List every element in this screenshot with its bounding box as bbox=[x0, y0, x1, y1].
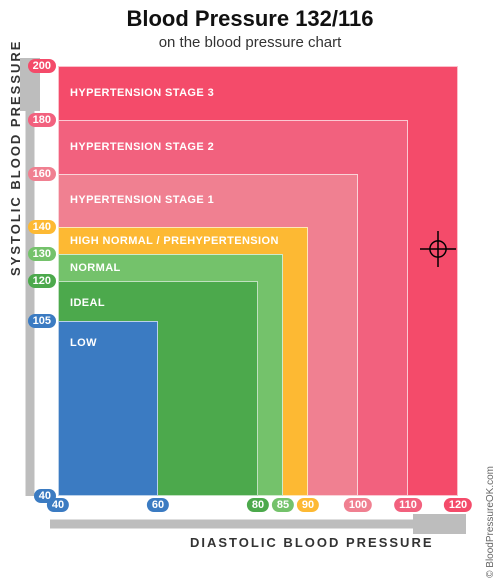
y-tick: 160 bbox=[28, 167, 56, 181]
zone-label: HYPERTENSION STAGE 2 bbox=[70, 141, 214, 153]
zone-label: HIGH NORMAL / PREHYPERTENSION bbox=[70, 235, 279, 247]
y-tick: 180 bbox=[28, 113, 56, 127]
zone-label: HYPERTENSION STAGE 1 bbox=[70, 194, 214, 206]
x-axis-arrow-icon bbox=[50, 514, 466, 534]
y-tick: 130 bbox=[28, 247, 56, 261]
x-tick: 110 bbox=[394, 498, 422, 512]
zone-label: NORMAL bbox=[70, 262, 121, 274]
bp-chart: HYPERTENSION STAGE 3 HYPERTENSION STAGE 2… bbox=[58, 66, 458, 496]
x-tick: 120 bbox=[444, 498, 472, 512]
x-axis-label: DIASTOLIC BLOOD PRESSURE bbox=[190, 535, 434, 550]
y-tick: 120 bbox=[28, 274, 56, 288]
page-title: Blood Pressure 132/116 bbox=[0, 6, 500, 32]
page-subtitle: on the blood pressure chart bbox=[0, 34, 500, 51]
y-tick: 105 bbox=[28, 314, 56, 328]
x-tick: 100 bbox=[344, 498, 372, 512]
x-tick: 40 bbox=[47, 498, 69, 512]
x-tick: 90 bbox=[297, 498, 319, 512]
y-tick: 200 bbox=[28, 59, 56, 73]
zone-label: LOW bbox=[70, 337, 97, 349]
zone-label: HYPERTENSION STAGE 3 bbox=[70, 87, 214, 99]
x-tick: 80 bbox=[247, 498, 269, 512]
y-tick: 140 bbox=[28, 220, 56, 234]
zone-label: IDEAL bbox=[70, 297, 105, 309]
x-tick: 85 bbox=[272, 498, 294, 512]
credit-text: © BloodPressureOK.com bbox=[485, 466, 496, 578]
x-tick: 60 bbox=[147, 498, 169, 512]
